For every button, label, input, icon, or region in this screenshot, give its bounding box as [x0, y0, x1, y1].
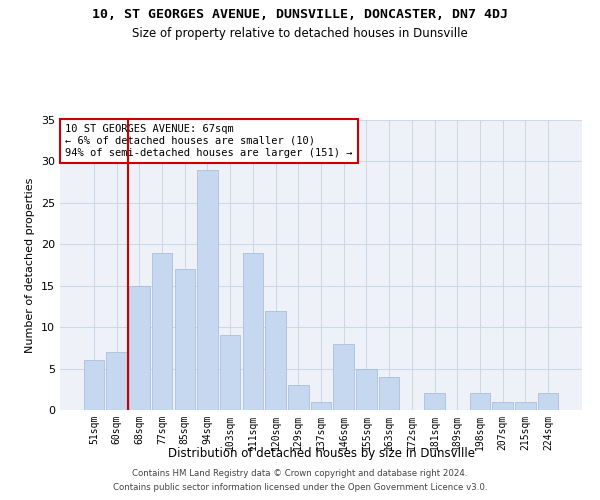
- Text: Contains HM Land Registry data © Crown copyright and database right 2024.: Contains HM Land Registry data © Crown c…: [132, 468, 468, 477]
- Bar: [106, 352, 127, 410]
- Bar: [220, 336, 241, 410]
- Bar: [379, 377, 400, 410]
- Bar: [470, 394, 490, 410]
- Bar: [424, 394, 445, 410]
- Bar: [334, 344, 354, 410]
- Text: 10, ST GEORGES AVENUE, DUNSVILLE, DONCASTER, DN7 4DJ: 10, ST GEORGES AVENUE, DUNSVILLE, DONCAS…: [92, 8, 508, 20]
- Bar: [197, 170, 218, 410]
- Bar: [152, 252, 172, 410]
- Bar: [311, 402, 331, 410]
- Bar: [265, 310, 286, 410]
- Text: Distribution of detached houses by size in Dunsville: Distribution of detached houses by size …: [167, 448, 475, 460]
- Bar: [84, 360, 104, 410]
- Bar: [515, 402, 536, 410]
- Bar: [538, 394, 558, 410]
- Text: Size of property relative to detached houses in Dunsville: Size of property relative to detached ho…: [132, 28, 468, 40]
- Text: Contains public sector information licensed under the Open Government Licence v3: Contains public sector information licen…: [113, 484, 487, 492]
- Bar: [129, 286, 149, 410]
- Bar: [288, 385, 308, 410]
- Text: 10 ST GEORGES AVENUE: 67sqm
← 6% of detached houses are smaller (10)
94% of semi: 10 ST GEORGES AVENUE: 67sqm ← 6% of deta…: [65, 124, 353, 158]
- Y-axis label: Number of detached properties: Number of detached properties: [25, 178, 35, 352]
- Bar: [493, 402, 513, 410]
- Bar: [242, 252, 263, 410]
- Bar: [356, 368, 377, 410]
- Bar: [175, 269, 195, 410]
